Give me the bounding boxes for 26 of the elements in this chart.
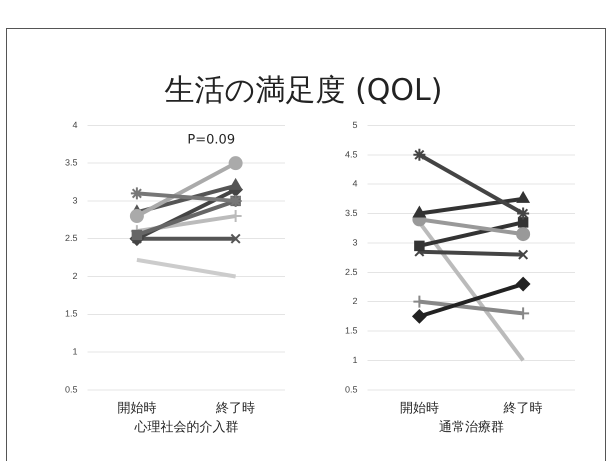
y-tick-label: 3.5 (344, 208, 358, 218)
x-tick-label: 終了時 (215, 400, 256, 416)
x-tick-label: 終了時 (502, 400, 543, 416)
y-tick-label: 1 (352, 354, 358, 365)
y-tick-label: 4 (352, 178, 358, 189)
y-tick-label: 2.5 (344, 266, 358, 277)
y-tick-label: 0.5 (344, 384, 358, 394)
x-axis-title: 通常治療群 (438, 418, 504, 434)
y-tick-label: 1.5 (64, 308, 78, 319)
y-tick-label: 3.5 (64, 158, 78, 168)
y-tick-label: 3 (72, 195, 78, 206)
y-tick-label: 5 (352, 120, 358, 130)
annotation: P=0.09 (187, 132, 236, 148)
y-tick-label: 1.5 (344, 326, 358, 336)
x-tick-label: 開始時 (117, 400, 156, 416)
y-tick-label: 4 (72, 120, 78, 130)
x-axis-title: 心理社会的介入群 (133, 418, 238, 434)
y-tick-label: 2.5 (64, 233, 78, 244)
y-tick-label: 2 (352, 296, 358, 306)
y-tick-label: 3 (352, 237, 358, 248)
y-tick-label: 0.5 (64, 384, 78, 394)
y-tick-label: 1 (72, 346, 78, 357)
y-tick-label: 2 (72, 270, 78, 281)
chart-title: 生活の満足度 (QOL) (164, 72, 444, 110)
y-tick-label: 4.5 (344, 149, 358, 160)
x-tick-label: 開始時 (400, 400, 439, 416)
